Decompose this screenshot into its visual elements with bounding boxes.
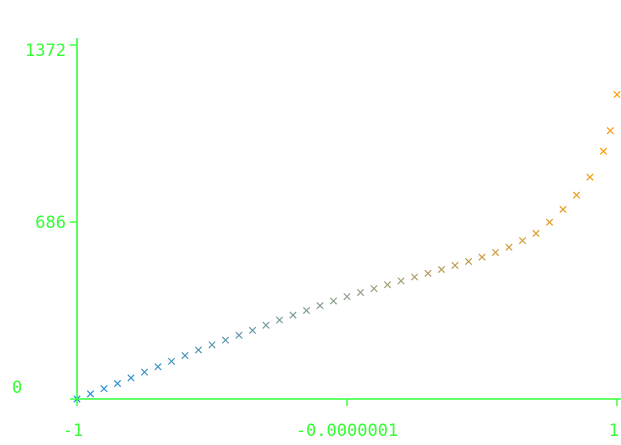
- data-point: [491, 248, 500, 257]
- data-point: [397, 277, 405, 285]
- data-point: [545, 218, 554, 226]
- x-axis-ticks: -1 -0.0000001 1: [63, 399, 619, 441]
- data-point: [262, 321, 270, 329]
- data-point: [181, 352, 189, 360]
- x-tick-label: -1: [63, 421, 83, 441]
- data-point: [248, 326, 257, 334]
- data-point: [613, 90, 621, 99]
- y-tick-label: 0: [12, 378, 22, 398]
- data-point: [451, 261, 459, 269]
- data-point: [113, 379, 122, 388]
- data-point: [329, 297, 338, 305]
- data-point: [86, 390, 95, 398]
- data-point: [505, 243, 513, 251]
- x-tick-label: 1: [609, 421, 619, 441]
- data-point: [606, 127, 614, 135]
- data-point: [383, 281, 392, 289]
- data-point: [424, 269, 432, 277]
- data-point: [356, 288, 365, 297]
- data-point: [127, 374, 135, 382]
- data-point: [532, 229, 540, 237]
- data-point: [370, 284, 378, 293]
- data-point: [235, 331, 243, 339]
- data-point: [586, 173, 594, 181]
- y-tick-label: 686: [35, 213, 66, 233]
- data-point: [100, 385, 108, 393]
- data-point: [559, 205, 567, 213]
- data-point: [302, 306, 311, 315]
- data-point: [208, 341, 216, 349]
- data-point: [437, 265, 446, 274]
- x-tick-label: -0.0000001: [296, 421, 398, 441]
- y-tick-label: 1372: [25, 41, 66, 61]
- data-point: [410, 273, 419, 281]
- data-point: [572, 191, 581, 199]
- data-point: [316, 301, 324, 310]
- data-point: [343, 292, 351, 301]
- axes: [76, 38, 621, 400]
- data-point: [140, 368, 149, 376]
- data-point: [194, 346, 203, 354]
- data-point: [464, 257, 473, 266]
- data-point: [167, 357, 176, 365]
- data-points: [73, 90, 621, 403]
- data-point: [289, 311, 297, 319]
- data-point: [518, 236, 527, 245]
- data-point: [478, 253, 486, 261]
- data-point: [221, 336, 230, 344]
- y-axis-ticks: 0 686 1372: [12, 41, 77, 400]
- data-point: [275, 316, 284, 324]
- data-point: [154, 363, 162, 371]
- data-point: [599, 147, 608, 155]
